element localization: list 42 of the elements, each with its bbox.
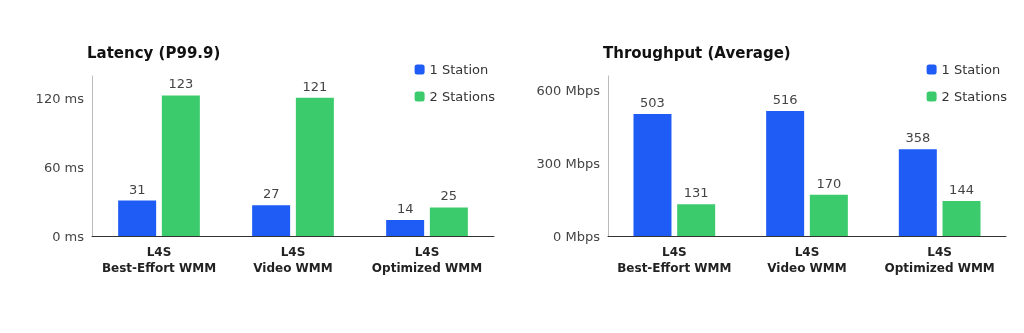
y-tick-label: 300 Mbps — [536, 155, 601, 171]
x-tick-label: L4S Best-Effort WMM — [617, 245, 732, 275]
y-tick-label: 0 Mbps — [553, 228, 601, 244]
x-tick-label: L4S Best-Effort WMM — [101, 245, 217, 275]
bar — [942, 201, 981, 236]
data-label: 503 — [640, 95, 665, 111]
bar — [118, 200, 157, 236]
data-label: 14 — [396, 201, 414, 216]
x-tick-label: L4S Video WMM — [767, 245, 847, 275]
data-label: 27 — [262, 186, 280, 202]
x-tick-label: L4S Optimized WMM — [371, 245, 483, 275]
data-label: 131 — [683, 185, 709, 201]
bar — [677, 204, 716, 236]
y-tick-label: 600 Mbps — [536, 83, 601, 99]
x-tick-label: L4S Video WMM — [253, 245, 333, 275]
bar — [898, 149, 937, 236]
legend-label: 1 Station — [429, 62, 489, 77]
y-tick-label: 120 ms — [35, 91, 85, 107]
legend-label: 2 Stations — [941, 89, 1008, 104]
chart-title: Throughput (Average) — [603, 43, 791, 62]
data-label: 123 — [168, 76, 194, 92]
legend-label: 2 Stations — [429, 89, 496, 104]
bar — [295, 97, 334, 236]
bar — [161, 95, 200, 236]
bar — [429, 207, 468, 236]
bar — [809, 194, 848, 236]
data-label: 358 — [905, 130, 931, 146]
bar — [252, 205, 291, 236]
legend-label: 1 Station — [941, 62, 1001, 77]
bar — [633, 114, 672, 236]
bar — [766, 110, 805, 236]
x-tick-label: L4S Optimized WMM — [884, 245, 995, 275]
data-label: 516 — [772, 91, 798, 107]
bar — [386, 220, 425, 236]
data-label: 144 — [949, 182, 974, 198]
y-tick-label: 0 ms — [52, 228, 85, 244]
y-tick-label: 60 ms — [43, 159, 85, 175]
data-label: 31 — [128, 181, 146, 197]
data-label: 170 — [816, 175, 842, 191]
chart-title: Latency (P99.9) — [87, 43, 221, 62]
data-label: 25 — [440, 188, 458, 204]
data-label: 121 — [302, 78, 328, 94]
